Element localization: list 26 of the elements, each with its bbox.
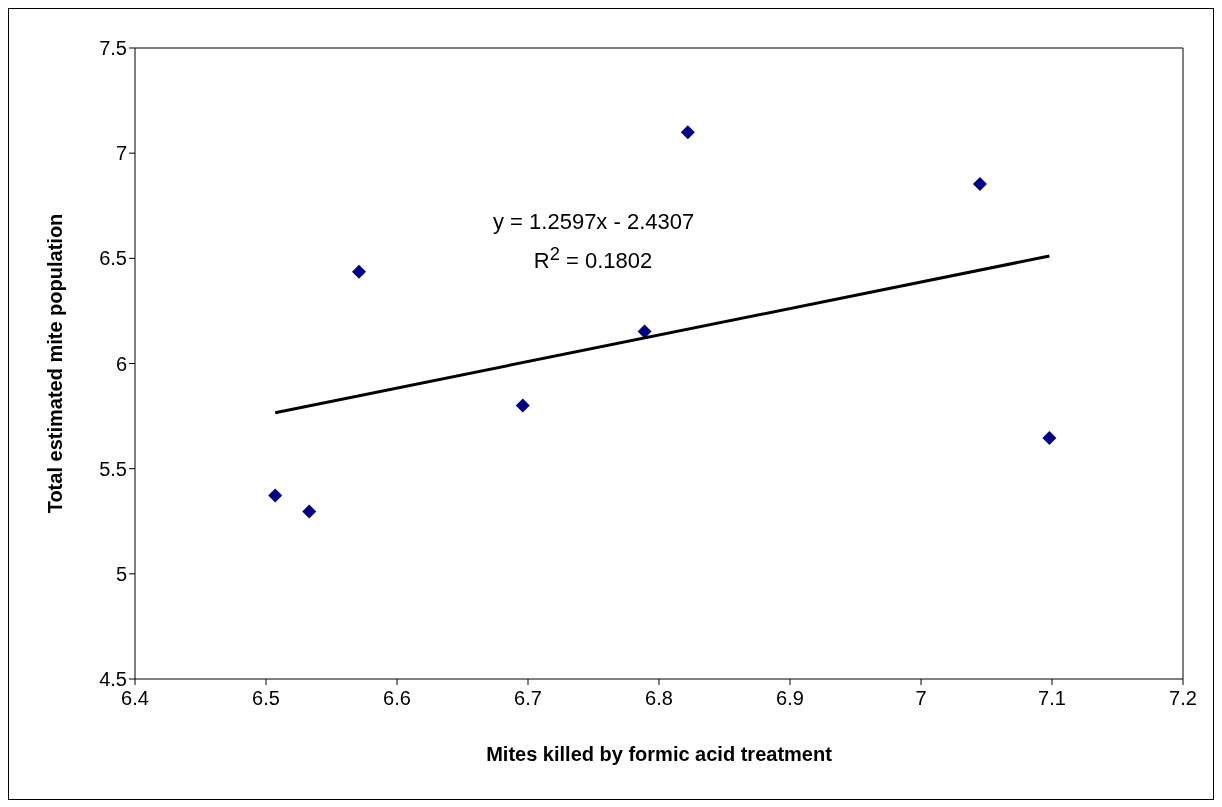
x-tick-label: 6.5 [252, 687, 280, 710]
annotation: y = 1.2597x - 2.4307 [493, 209, 695, 235]
point [268, 488, 283, 503]
y-tick-label: 6.5 [99, 247, 127, 270]
y-tick-label: 6 [115, 352, 127, 375]
x-axis-title: Mites killed by formic acid treatment [486, 743, 833, 765]
x-tick-label: 7.1 [1038, 687, 1066, 710]
y-axis-title: Total estimated mite population [44, 213, 67, 514]
x-tick-label: 6.9 [776, 687, 804, 710]
annotation: R$^{2}$ = 0.1802 [532, 243, 654, 275]
y-tick-label: 7 [115, 142, 127, 165]
y-tick-label: 5.5 [99, 457, 127, 480]
point [972, 176, 987, 191]
point [302, 504, 317, 519]
point [680, 125, 695, 140]
point [1042, 430, 1057, 445]
x-tick-label: 7 [915, 687, 927, 710]
x-tick-label: 6.7 [514, 687, 542, 710]
y-tick-label: 7.5 [99, 37, 127, 60]
y-tick-label: 5 [115, 562, 127, 585]
point [515, 398, 530, 413]
x-tick-label: 6.6 [383, 687, 411, 710]
point [352, 264, 367, 279]
x-tick-label: 6.8 [645, 687, 673, 710]
point [637, 324, 652, 339]
x-tick-label: 7.2 [1169, 687, 1197, 710]
